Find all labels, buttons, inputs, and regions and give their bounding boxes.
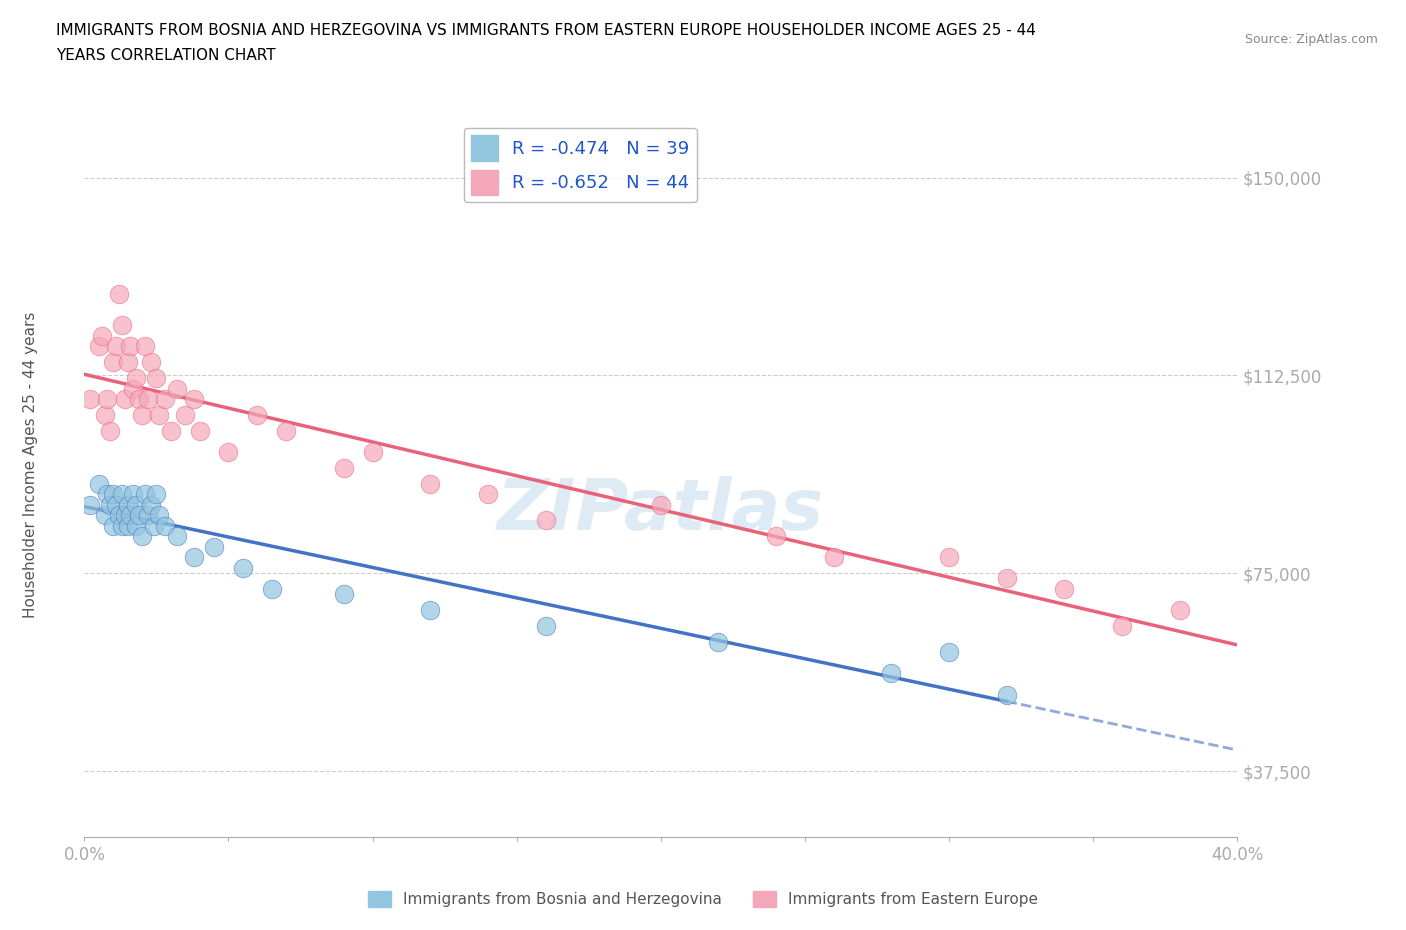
Point xyxy=(134,339,156,353)
Point xyxy=(93,407,115,422)
Point xyxy=(103,518,124,533)
Point xyxy=(122,381,145,396)
Point xyxy=(108,286,131,301)
Point xyxy=(1168,603,1191,618)
Point xyxy=(995,687,1018,702)
Point xyxy=(419,603,441,618)
Text: Householder Income Ages 25 - 44 years: Householder Income Ages 25 - 44 years xyxy=(24,312,38,618)
Point xyxy=(174,407,197,422)
Point xyxy=(153,518,176,533)
Point xyxy=(333,587,356,602)
Text: YEARS CORRELATION CHART: YEARS CORRELATION CHART xyxy=(56,48,276,63)
Point xyxy=(136,508,159,523)
Point xyxy=(148,508,170,523)
Point xyxy=(139,498,162,512)
Point xyxy=(232,561,254,576)
Point xyxy=(111,486,134,501)
Point xyxy=(114,508,136,523)
Point xyxy=(108,508,131,523)
Point xyxy=(260,581,283,596)
Point xyxy=(160,423,183,438)
Point xyxy=(333,460,356,475)
Point xyxy=(534,513,557,528)
Point xyxy=(117,354,139,369)
Point xyxy=(79,498,101,512)
Point xyxy=(153,392,176,406)
Point xyxy=(1053,581,1076,596)
Point xyxy=(128,392,150,406)
Point xyxy=(188,423,211,438)
Point xyxy=(125,498,148,512)
Point xyxy=(880,666,903,681)
Text: Source: ZipAtlas.com: Source: ZipAtlas.com xyxy=(1244,33,1378,46)
Point xyxy=(145,486,167,501)
Point xyxy=(136,392,159,406)
Point xyxy=(93,508,115,523)
Point xyxy=(361,445,384,459)
Point xyxy=(276,423,298,438)
Point xyxy=(131,529,153,544)
Point xyxy=(938,644,960,659)
Point xyxy=(114,392,136,406)
Point xyxy=(105,498,128,512)
Point xyxy=(419,476,441,491)
Point xyxy=(183,392,205,406)
Point xyxy=(139,354,162,369)
Point xyxy=(650,498,672,512)
Text: IMMIGRANTS FROM BOSNIA AND HERZEGOVINA VS IMMIGRANTS FROM EASTERN EUROPE HOUSEHO: IMMIGRANTS FROM BOSNIA AND HERZEGOVINA V… xyxy=(56,23,1036,38)
Point xyxy=(120,508,142,523)
Point xyxy=(125,518,148,533)
Point xyxy=(823,550,845,565)
Legend: R = -0.474   N = 39, R = -0.652   N = 44: R = -0.474 N = 39, R = -0.652 N = 44 xyxy=(464,128,697,203)
Legend: Immigrants from Bosnia and Herzegovina, Immigrants from Eastern Europe: Immigrants from Bosnia and Herzegovina, … xyxy=(361,884,1045,913)
Point xyxy=(111,318,134,333)
Point xyxy=(183,550,205,565)
Text: ZIPatlas: ZIPatlas xyxy=(498,476,824,545)
Point xyxy=(166,529,188,544)
Point xyxy=(128,508,150,523)
Point xyxy=(111,518,134,533)
Point xyxy=(105,339,128,353)
Point xyxy=(90,328,112,343)
Point xyxy=(117,518,139,533)
Point xyxy=(87,476,110,491)
Point xyxy=(96,392,118,406)
Point xyxy=(79,392,101,406)
Point xyxy=(477,486,499,501)
Point xyxy=(98,498,121,512)
Point xyxy=(103,354,124,369)
Point xyxy=(96,486,118,501)
Point xyxy=(765,529,787,544)
Point xyxy=(1111,618,1133,633)
Point xyxy=(98,423,121,438)
Point xyxy=(142,518,165,533)
Point xyxy=(938,550,960,565)
Point xyxy=(117,498,139,512)
Point xyxy=(166,381,188,396)
Point xyxy=(103,486,124,501)
Point xyxy=(148,407,170,422)
Point xyxy=(134,486,156,501)
Point xyxy=(131,407,153,422)
Point xyxy=(534,618,557,633)
Point xyxy=(125,370,148,385)
Point xyxy=(218,445,240,459)
Point xyxy=(995,571,1018,586)
Point xyxy=(246,407,269,422)
Point xyxy=(202,539,225,554)
Point xyxy=(122,486,145,501)
Point xyxy=(120,339,142,353)
Point xyxy=(145,370,167,385)
Point xyxy=(87,339,110,353)
Point xyxy=(707,634,730,649)
